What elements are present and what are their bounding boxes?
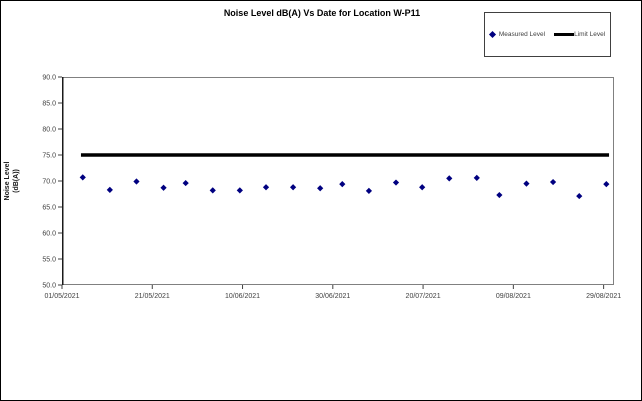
- y-tick-label: 80.0: [42, 127, 56, 134]
- legend-label-limit-level: Limit Level: [574, 31, 606, 38]
- data-point: [473, 174, 480, 181]
- x-tick-label: 01/05/2021: [44, 293, 79, 300]
- legend: Measured Level Limit Level: [484, 12, 611, 57]
- data-point: [133, 178, 140, 185]
- x-tick-label: 29/08/2021: [586, 293, 621, 300]
- data-point: [79, 174, 86, 181]
- chart-title: Noise Level dB(A) Vs Date for Location W…: [223, 8, 421, 18]
- line-marker-icon: [554, 33, 575, 36]
- y-tick-label: 75.0: [42, 153, 56, 160]
- legend-label-measured-level: Measured Level: [498, 31, 546, 38]
- data-point: [289, 184, 297, 191]
- x-tick-label: 10/06/2021: [225, 293, 260, 300]
- y-tick-label: 60.0: [42, 231, 56, 238]
- y-tick-label: 85.0: [42, 101, 56, 108]
- y-tick-label: 50.0: [42, 283, 56, 290]
- plot-border: [62, 77, 614, 285]
- data-point: [339, 181, 346, 188]
- legend-item-limit-level: Limit Level: [554, 31, 605, 38]
- x-tick-label: 21/05/2021: [135, 293, 170, 300]
- data-point: [523, 180, 530, 187]
- data-point: [446, 175, 453, 182]
- x-tick-label: 09/08/2021: [496, 293, 531, 300]
- data-point: [209, 187, 216, 194]
- x-tick-label: 30/06/2021: [315, 293, 350, 300]
- data-point: [576, 192, 583, 200]
- y-tick-label: 65.0: [42, 205, 56, 212]
- data-point: [365, 187, 373, 194]
- y-tick-label: 70.0: [42, 179, 56, 186]
- y-tick-label: 55.0: [42, 257, 56, 264]
- data-point: [106, 186, 113, 193]
- x-tick-label: 20/07/2021: [406, 293, 441, 300]
- y-tick-label: 90.0: [42, 75, 56, 82]
- data-point: [317, 185, 324, 192]
- data-point: [160, 184, 167, 191]
- data-point: [392, 179, 400, 186]
- data-point: [549, 178, 557, 186]
- data-point: [603, 181, 610, 188]
- legend-item-measured-level: Measured Level: [488, 30, 546, 39]
- data-point: [182, 179, 189, 187]
- data-point: [262, 184, 270, 191]
- data-point: [496, 191, 503, 199]
- data-point: [419, 184, 426, 191]
- data-point: [236, 187, 243, 194]
